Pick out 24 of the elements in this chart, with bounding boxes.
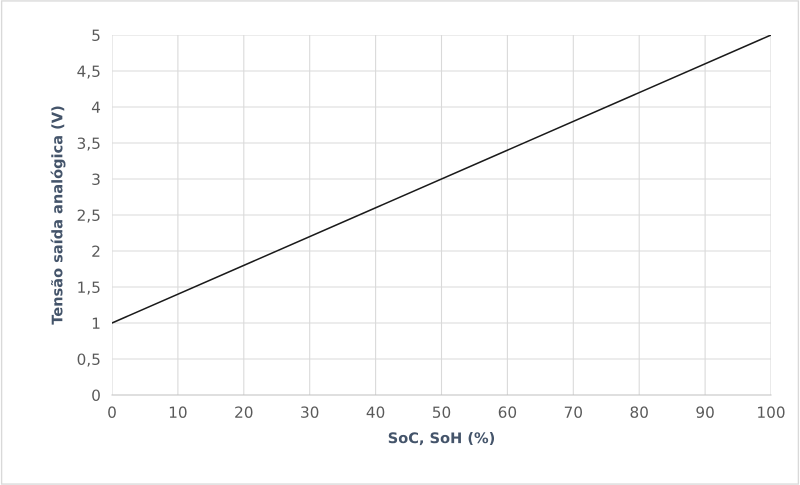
x-tick-label: 20 [235, 406, 253, 418]
x-tick-label: 70 [564, 406, 582, 418]
y-tick-label: 3,5 [78, 137, 100, 151]
y-tick-label: 4,5 [77, 66, 100, 79]
x-tick-label: 10 [170, 406, 187, 418]
x-tick-label: 100 [758, 406, 785, 418]
y-tick-label: 2,5 [78, 209, 100, 223]
x-axis-title: SoC, SoH (%) [388, 432, 494, 446]
x-tick-label: 50 [432, 406, 450, 418]
y-tick-label: 1,5 [78, 282, 100, 295]
y-tick-label: 0 [92, 389, 100, 402]
y-tick-label: 0,5 [78, 353, 100, 367]
y-tick-label: 5 [92, 30, 100, 42]
y-tick-label: 4 [92, 102, 100, 113]
x-tick-label: 40 [366, 406, 384, 418]
x-tick-label: 30 [301, 406, 318, 418]
x-tick-label: 60 [498, 406, 516, 418]
x-tick-label: 0 [108, 406, 116, 418]
x-tick-label: 90 [696, 406, 714, 418]
x-tick-label: 80 [630, 406, 648, 418]
y-tick-label: 3 [92, 173, 100, 186]
y-tick-label: 2 [92, 245, 100, 257]
y-axis-title: Tensão saída analógica (V) [50, 106, 66, 325]
y-tick-label: 1 [92, 318, 100, 329]
